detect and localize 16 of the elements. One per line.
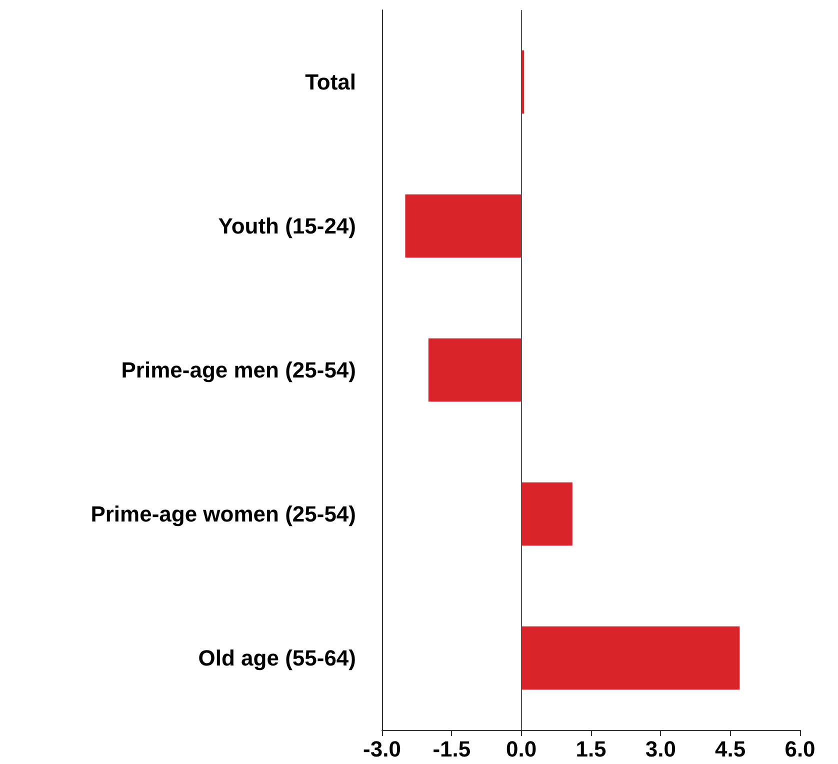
y-tick-label: Youth (15-24): [218, 214, 356, 238]
bar: [521, 482, 572, 546]
x-tick-label: 1.5: [576, 736, 606, 762]
y-tick-label: Old age (55-64): [198, 646, 356, 670]
x-tick-label: -3.0: [363, 736, 401, 762]
bar: [428, 338, 522, 402]
x-tick-label: 6.0: [784, 736, 816, 762]
y-tick-label: Prime-age men (25-54): [121, 358, 356, 382]
x-tick-label: 3.0: [645, 736, 676, 762]
y-tick-label: Prime-age women (25-54): [90, 502, 356, 526]
bar: [405, 194, 522, 258]
x-tick-label: 4.5: [715, 736, 746, 762]
x-tick-label: 0.0: [506, 736, 537, 762]
x-tick-label: -1.5: [432, 736, 471, 762]
y-tick-label: Total: [305, 70, 356, 94]
bar: [521, 626, 740, 690]
